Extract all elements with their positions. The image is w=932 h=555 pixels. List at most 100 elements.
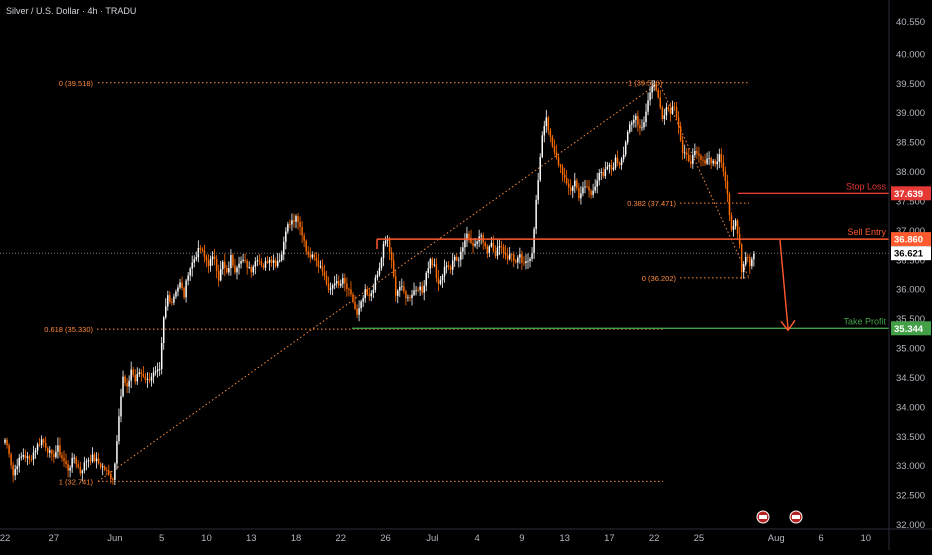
candle-body: [40, 439, 43, 446]
candle-body: [749, 257, 751, 267]
candle-body: [289, 224, 291, 225]
price-tick-label: 33.000: [896, 461, 925, 472]
fib-trend-line[interactable]: [97, 82, 660, 482]
time-tick-label: Jun: [107, 533, 122, 544]
candle-body: [224, 261, 226, 268]
candle-body: [696, 150, 698, 154]
candle-body: [569, 187, 572, 191]
candle-body: [388, 239, 391, 252]
candle-body: [685, 152, 688, 155]
candle-body: [42, 439, 45, 443]
candle-body: [138, 372, 141, 375]
candle-body: [171, 301, 173, 303]
fib-level-label: 0 (39.518): [59, 79, 94, 88]
candle-body: [714, 160, 716, 165]
candle-body: [545, 117, 548, 127]
price-tick-label: 35.500: [896, 314, 925, 325]
candle-body: [470, 237, 472, 244]
candle-body: [162, 317, 165, 344]
candle-body: [535, 199, 537, 230]
candle-body: [671, 106, 674, 114]
candle-body: [169, 295, 171, 302]
candle-body: [464, 240, 466, 248]
candle-body: [506, 255, 509, 260]
candle-body: [639, 125, 641, 129]
candle-body: [110, 473, 112, 480]
time-tick-label: 13: [246, 533, 257, 544]
candle-body: [236, 267, 238, 273]
candle-body: [655, 84, 657, 90]
price-tick-label: 39.000: [896, 108, 925, 119]
time-axis[interactable]: 22 27 Jun 5 10 13 18 22 26 Jul 4 9 13 17 22 25 Aug 6 10: [0, 533, 871, 544]
candle-body: [73, 457, 75, 459]
candle-body: [191, 262, 193, 269]
candle-body: [728, 194, 731, 216]
fib-level-label: 0 (36.202): [642, 274, 677, 283]
candle-body: [425, 272, 427, 286]
event-markers[interactable]: [756, 510, 803, 524]
candle-body: [228, 268, 230, 273]
candle-body: [254, 261, 257, 267]
fib-level-label: 1 (32.741): [59, 477, 94, 486]
candle-body: [87, 460, 90, 462]
candle-body: [36, 444, 39, 451]
candle-body: [272, 260, 275, 263]
candle-body: [610, 165, 613, 170]
candle-body: [519, 254, 521, 258]
candle-body: [390, 251, 393, 261]
candle-body: [53, 454, 55, 458]
candle-body: [20, 456, 23, 458]
candle-body: [415, 290, 417, 291]
candle-body: [283, 241, 285, 255]
candle-body: [510, 254, 513, 256]
candle-body: [551, 136, 554, 147]
candle-body: [333, 283, 336, 286]
time-tick-label: 17: [604, 533, 615, 544]
candle-body: [586, 186, 588, 188]
candle-body: [411, 294, 413, 298]
candle-body: [614, 157, 617, 168]
candle-body: [177, 287, 179, 292]
candle-body: [405, 291, 407, 299]
economic-event-flag-icon[interactable]: [756, 510, 770, 524]
target-arrow-icon[interactable]: [779, 240, 789, 329]
candle-body: [453, 256, 456, 261]
candle-body: [476, 241, 478, 244]
candle-body: [604, 169, 607, 177]
candle-body: [694, 150, 696, 155]
candle-body: [59, 445, 61, 456]
candle-body: [376, 274, 379, 278]
candle-body: [270, 259, 273, 263]
candle-body: [160, 343, 163, 370]
candle-body: [460, 251, 462, 260]
candle-body: [403, 286, 405, 292]
candle-body: [4, 439, 6, 443]
candle-body: [443, 266, 446, 276]
candle-body: [417, 290, 419, 291]
candle-body: [126, 382, 128, 387]
price-axis[interactable]: 40.550 40.000 39.500 39.000 38.500 38.000 37.5…: [896, 17, 925, 531]
economic-event-flag-icon[interactable]: [789, 510, 803, 524]
candle-body: [183, 288, 185, 298]
candle-body: [181, 282, 183, 289]
candle-body: [399, 286, 401, 291]
time-tick-label: 4: [474, 533, 479, 544]
candle-body: [663, 115, 666, 120]
candle-body: [219, 269, 222, 281]
stop-loss-price-badge-text: 37.639: [894, 189, 923, 200]
candle-body: [517, 257, 519, 263]
candle-body: [311, 254, 314, 258]
candle-body: [309, 254, 311, 258]
candle-body: [158, 369, 161, 370]
stop-loss-label: Stop Loss: [846, 181, 887, 191]
last-price-badge-text: 36.621: [894, 249, 924, 260]
candle-body: [187, 275, 189, 281]
candle-body: [364, 289, 366, 299]
candle-body: [645, 111, 647, 123]
candle-body: [297, 216, 299, 222]
candle-body: [633, 119, 635, 123]
candle-body: [360, 301, 362, 309]
candle-body: [319, 266, 322, 268]
